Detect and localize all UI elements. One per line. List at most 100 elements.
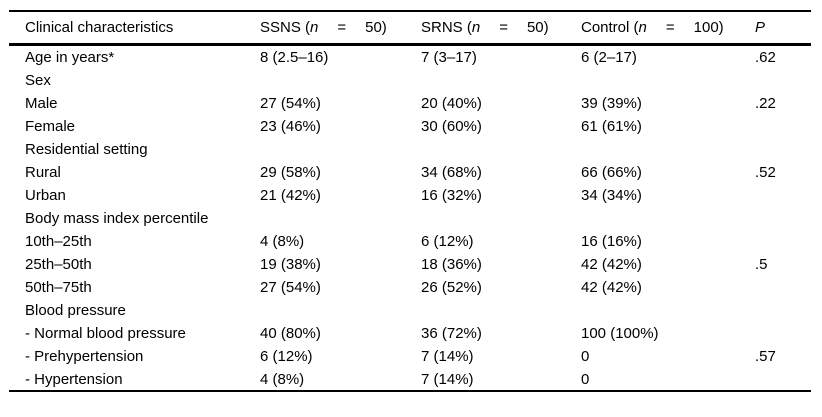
p-value <box>755 184 811 207</box>
table-row: Age in years* 8 (2.5–16) 7 (3–17) 6 (2–1… <box>9 44 811 69</box>
control-value: 0 <box>581 348 590 365</box>
p-value <box>755 276 811 299</box>
srns-value <box>421 69 581 92</box>
ssns-value: 27 (54%) <box>260 95 321 112</box>
row-label: - Normal blood pressure <box>25 325 186 342</box>
control-value: 0 <box>581 370 590 388</box>
table-row: Female 23 (46%) 30 (60%) 61 (61%) <box>9 115 811 138</box>
srns-value <box>421 207 581 230</box>
ssns-value <box>260 138 421 161</box>
table-row: 50th–75th 27 (54%) 26 (52%) 42 (42%) <box>9 276 811 299</box>
ssns-value: 19 (38%) <box>260 256 321 273</box>
srns-value <box>421 299 581 322</box>
table-row: Urban 21 (42%) 16 (32%) 34 (34%) <box>9 184 811 207</box>
row-label: 25th–50th <box>25 256 92 273</box>
p-value <box>755 230 811 253</box>
p-value <box>755 138 811 161</box>
ssns-value: 29 (58%) <box>260 164 321 181</box>
row-label: Male <box>25 95 58 112</box>
srns-value: 26 (52%) <box>421 279 482 296</box>
srns-value: 18 (36%) <box>421 256 482 273</box>
row-label: Female <box>25 118 76 135</box>
srns-value: 6 (12%) <box>421 233 474 250</box>
control-header-prefix: Control ( <box>581 18 639 36</box>
p-symbol: P <box>755 18 766 36</box>
p-value <box>755 299 811 322</box>
ssns-value: 4 (8%) <box>260 370 305 388</box>
row-label: Urban <box>25 187 66 204</box>
p-value: .57 <box>755 348 776 365</box>
p-value <box>755 322 811 345</box>
ssns-value: 4 (8%) <box>260 233 305 250</box>
ssns-header-prefix: SSNS ( <box>260 18 311 36</box>
ssns-value: 6 (12%) <box>260 348 313 365</box>
row-label: Sex <box>25 72 51 89</box>
header-row: Clinical characteristics SSNS (n = 50) SRN… <box>9 11 811 44</box>
row-label: Residential setting <box>25 141 148 158</box>
control-value: 66 (66%) <box>581 164 642 181</box>
control-value <box>581 138 755 161</box>
ssns-value: 21 (42%) <box>260 187 321 204</box>
p-value: .62 <box>755 48 776 66</box>
srns-header-count: 50) <box>526 18 549 36</box>
srns-value: 7 (3–17) <box>421 48 477 66</box>
row-label: 50th–75th <box>25 279 92 296</box>
ssns-header-count: 50) <box>365 18 387 36</box>
equals-sign: = <box>337 18 347 36</box>
row-label: Age in years* <box>25 48 115 66</box>
control-value <box>581 207 755 230</box>
srns-value: 7 (14%) <box>421 370 474 388</box>
clinical-characteristics-table: Clinical characteristics SSNS (n = 50) SRN… <box>9 10 811 392</box>
ssns-value: 8 (2.5–16) <box>260 48 329 66</box>
p-value: .22 <box>755 95 776 112</box>
control-value: 6 (2–17) <box>581 48 637 66</box>
table-row: Rural 29 (58%) 34 (68%) 66 (66%) .52 <box>9 161 811 184</box>
table-row: - Normal blood pressure 40 (80%) 36 (72%… <box>9 322 811 345</box>
srns-value: 16 (32%) <box>421 187 482 204</box>
control-value <box>581 69 755 92</box>
table-row: Blood pressure <box>9 299 811 322</box>
table-row: Residential setting <box>9 138 811 161</box>
p-value: .52 <box>755 164 776 181</box>
column-header-label: Clinical characteristics <box>25 18 174 36</box>
paper-table-page: Clinical characteristics SSNS (n = 50) SRN… <box>0 10 822 417</box>
row-label: Rural <box>25 164 61 181</box>
srns-value: 20 (40%) <box>421 95 482 112</box>
control-value <box>581 299 755 322</box>
ssns-value <box>260 69 421 92</box>
ssns-value: 23 (46%) <box>260 118 321 135</box>
ssns-value <box>260 299 421 322</box>
ssns-value <box>260 207 421 230</box>
p-value <box>755 69 811 92</box>
row-label: - Prehypertension <box>25 348 144 365</box>
row-label: - Hypertension <box>25 370 123 388</box>
column-header-control: Control (n = 100) <box>581 11 755 44</box>
n-symbol: n <box>310 18 319 36</box>
table-row: 25th–50th 19 (38%) 18 (36%) 42 (42%) .5 <box>9 253 811 276</box>
control-value: 42 (42%) <box>581 256 642 273</box>
column-header-p: P <box>755 11 811 44</box>
ssns-value: 27 (54%) <box>260 279 321 296</box>
control-value: 100 (100%) <box>581 325 659 342</box>
row-label: Body mass index percentile <box>25 210 209 227</box>
column-header-ssns: SSNS (n = 50) <box>260 11 421 44</box>
srns-header-prefix: SRNS ( <box>421 18 472 36</box>
srns-value: 34 (68%) <box>421 164 482 181</box>
srns-value <box>421 138 581 161</box>
control-value: 34 (34%) <box>581 187 642 204</box>
row-label: Blood pressure <box>25 302 126 319</box>
srns-value: 30 (60%) <box>421 118 482 135</box>
control-value: 61 (61%) <box>581 118 642 135</box>
table-row: - Hypertension 4 (8%) 7 (14%) 0 <box>9 368 811 391</box>
p-value: .5 <box>755 256 768 273</box>
equals-sign: = <box>499 18 508 36</box>
p-value <box>755 207 811 230</box>
p-value <box>755 368 811 391</box>
control-value: 39 (39%) <box>581 95 642 112</box>
p-value <box>755 115 811 138</box>
control-value: 42 (42%) <box>581 279 642 296</box>
control-value: 16 (16%) <box>581 233 642 250</box>
n-symbol: n <box>471 18 481 36</box>
row-label: 10th–25th <box>25 233 92 250</box>
table-row: Sex <box>9 69 811 92</box>
